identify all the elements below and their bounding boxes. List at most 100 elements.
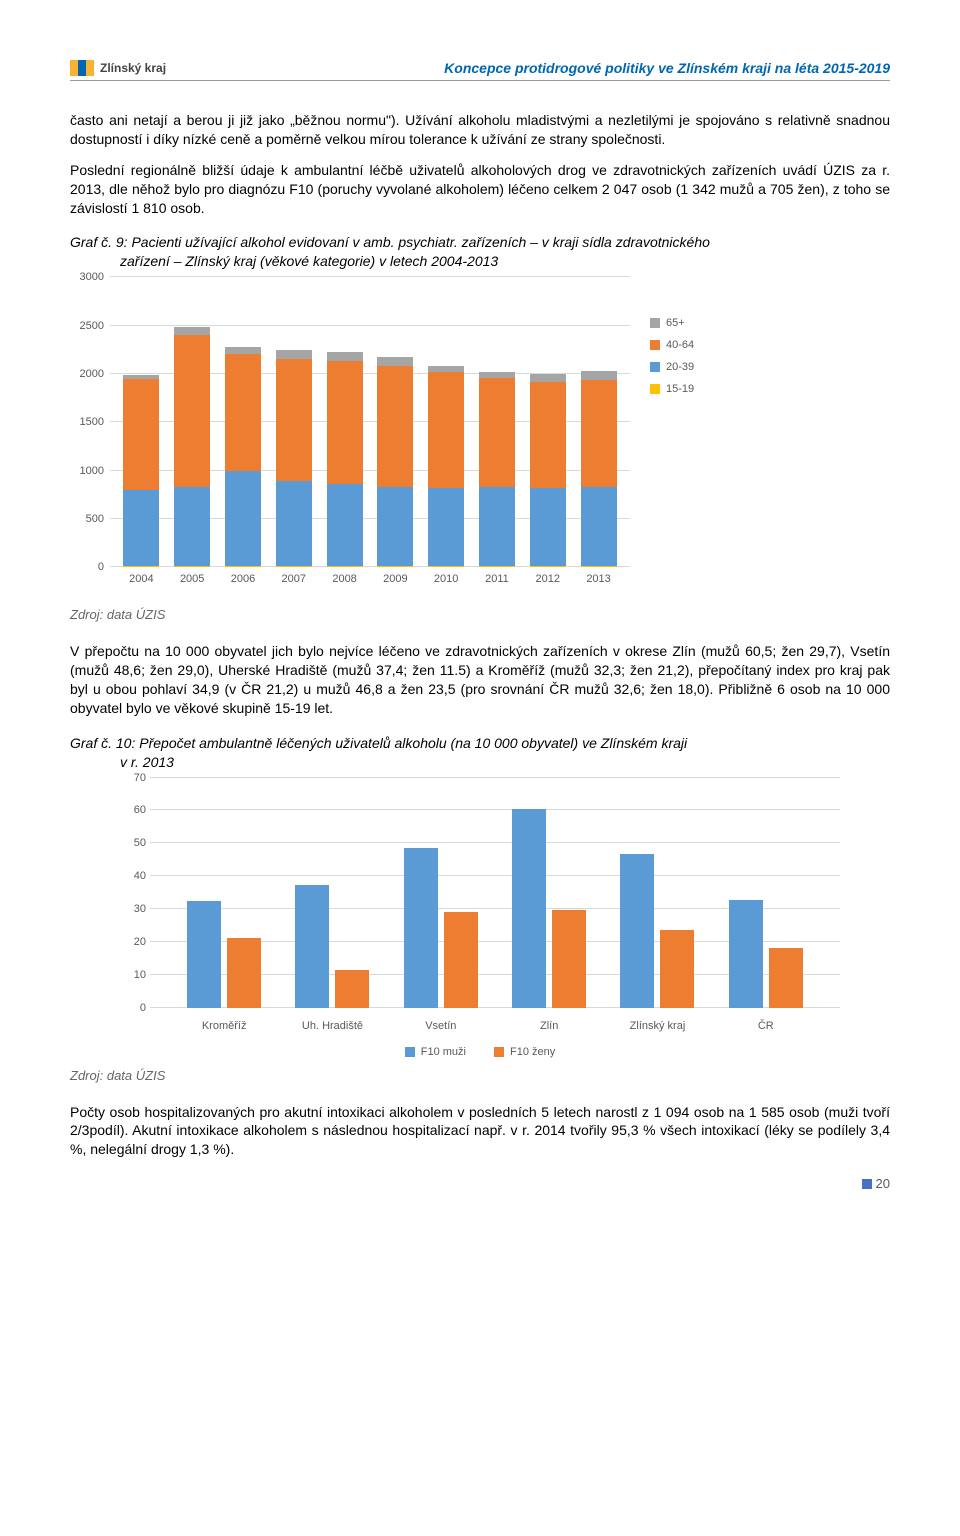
legend-label: 20-39 — [666, 361, 694, 373]
chart1-segment — [581, 566, 617, 567]
chart1-segment — [123, 379, 159, 490]
chart2-xlabel: Zlín — [509, 1020, 589, 1032]
chart2-legend: F10 muži F10 ženy — [120, 1046, 840, 1058]
chart1-segment — [581, 487, 617, 566]
chart2-xlabel: ČR — [726, 1020, 806, 1032]
chart1-segment — [225, 347, 261, 354]
chart2-ytick: 60 — [134, 804, 146, 816]
chart2-bar — [729, 900, 763, 1007]
document-title: Koncepce protidrogové politiky ve Zlínsk… — [444, 60, 890, 76]
chart2-legend-item: F10 ženy — [494, 1046, 555, 1058]
chart1-segment — [225, 566, 261, 567]
chart1-ytick: 3000 — [80, 271, 104, 283]
chart1-segment — [377, 487, 413, 566]
chart1-xlabel: 2012 — [530, 573, 566, 597]
chart1-segment — [276, 359, 312, 481]
chart2-bar-group — [187, 901, 261, 1007]
chart1-bar — [276, 350, 312, 567]
chart2-bar-group — [512, 809, 586, 1008]
chart1-bar — [174, 327, 210, 567]
chart2-bar — [769, 948, 803, 1007]
chart1-bar — [123, 375, 159, 567]
chart1-segment — [174, 487, 210, 566]
chart1-title-line2: zařízení – Zlínský kraj (věkové kategori… — [70, 253, 498, 269]
chart1-ytick: 500 — [86, 513, 104, 525]
chart1-y-axis: 050010001500200025003000 — [70, 277, 110, 567]
chart2-bar — [552, 910, 586, 1008]
chart1-legend-item: 40-64 — [650, 339, 694, 351]
chart1-segment — [174, 335, 210, 487]
chart1-ytick: 0 — [98, 561, 104, 573]
chart1-bar — [377, 357, 413, 568]
chart1-segment — [581, 380, 617, 486]
chart1-bar — [479, 372, 515, 568]
chart1-segment — [530, 566, 566, 567]
logo-icon — [70, 60, 94, 76]
legend-label: 15-19 — [666, 383, 694, 395]
chart2-xlabel: Vsetín — [401, 1020, 481, 1032]
chart2-bar-group — [620, 854, 694, 1008]
legend-label: F10 muži — [421, 1046, 466, 1058]
chart1-legend-item: 15-19 — [650, 383, 694, 395]
chart2-bars — [150, 778, 840, 1008]
chart1-segment — [377, 366, 413, 487]
chart1-bar — [428, 366, 464, 568]
page-header: Zlínský kraj Koncepce protidrogové polit… — [70, 60, 890, 81]
legend-label: 65+ — [666, 317, 685, 329]
chart1-bar — [327, 352, 363, 567]
chart2-ytick: 10 — [134, 969, 146, 981]
chart1-source: Zdroj: data ÚZIS — [70, 607, 890, 622]
chart1-title: Graf č. 9: Pacienti užívající alkohol ev… — [70, 233, 890, 271]
chart2-ytick: 70 — [134, 772, 146, 784]
chart1-segment — [377, 357, 413, 366]
chart1-segment — [377, 566, 413, 567]
chart1-xlabel: 2005 — [174, 573, 210, 597]
legend-swatch — [650, 340, 660, 350]
chart1-xlabel: 2009 — [377, 573, 413, 597]
chart1-ytick: 1500 — [80, 416, 104, 428]
legend-label: F10 ženy — [510, 1046, 555, 1058]
chart1-ytick: 2500 — [80, 320, 104, 332]
chart1-ytick: 2000 — [80, 368, 104, 380]
chart2-bar — [187, 901, 221, 1007]
chart2-y-axis: 010203040506070 — [120, 778, 150, 1008]
logo: Zlínský kraj — [70, 60, 166, 76]
chart2-bar — [295, 885, 329, 1008]
chart2-ytick: 30 — [134, 903, 146, 915]
chart2-bar — [620, 854, 654, 1008]
legend-swatch — [405, 1047, 415, 1057]
chart1-segment — [123, 490, 159, 565]
chart1-segment — [479, 566, 515, 567]
chart1-segment — [428, 366, 464, 373]
chart2-xlabel: Kroměříž — [184, 1020, 264, 1032]
chart2-bar — [512, 809, 546, 1008]
paragraph-4: Počty osob hospitalizovaných pro akutní … — [70, 1103, 890, 1160]
chart1-xlabel: 2013 — [581, 573, 617, 597]
chart2-bar-group — [729, 900, 803, 1007]
chart1-segment — [225, 354, 261, 471]
chart2-title-line2: v r. 2013 — [70, 754, 174, 770]
legend-swatch — [494, 1047, 504, 1057]
chart1-bar — [581, 371, 617, 567]
chart1-segment — [530, 382, 566, 488]
chart1-bar — [225, 347, 261, 567]
chart1-segment — [581, 371, 617, 380]
chart1-xlabel: 2007 — [276, 573, 312, 597]
chart1-bar — [530, 374, 566, 567]
chart1-segment — [327, 566, 363, 567]
chart1-segment — [428, 566, 464, 567]
chart2-bar — [227, 938, 261, 1008]
chart1-segment — [276, 350, 312, 359]
chart2-bar-group — [295, 885, 369, 1008]
chart1-segment — [123, 566, 159, 567]
chart2-bar — [335, 970, 369, 1008]
chart1-segment — [530, 488, 566, 565]
chart1-segment — [327, 361, 363, 484]
chart2-bar — [660, 930, 694, 1007]
chart1-segment — [479, 372, 515, 379]
chart2-xlabel: Zlínský kraj — [617, 1020, 697, 1032]
chart1-legend-item: 65+ — [650, 317, 694, 329]
chart2-bar — [444, 912, 478, 1007]
chart1-plot: 050010001500200025003000 200420052006200… — [70, 277, 630, 597]
chart1-ytick: 1000 — [80, 465, 104, 477]
